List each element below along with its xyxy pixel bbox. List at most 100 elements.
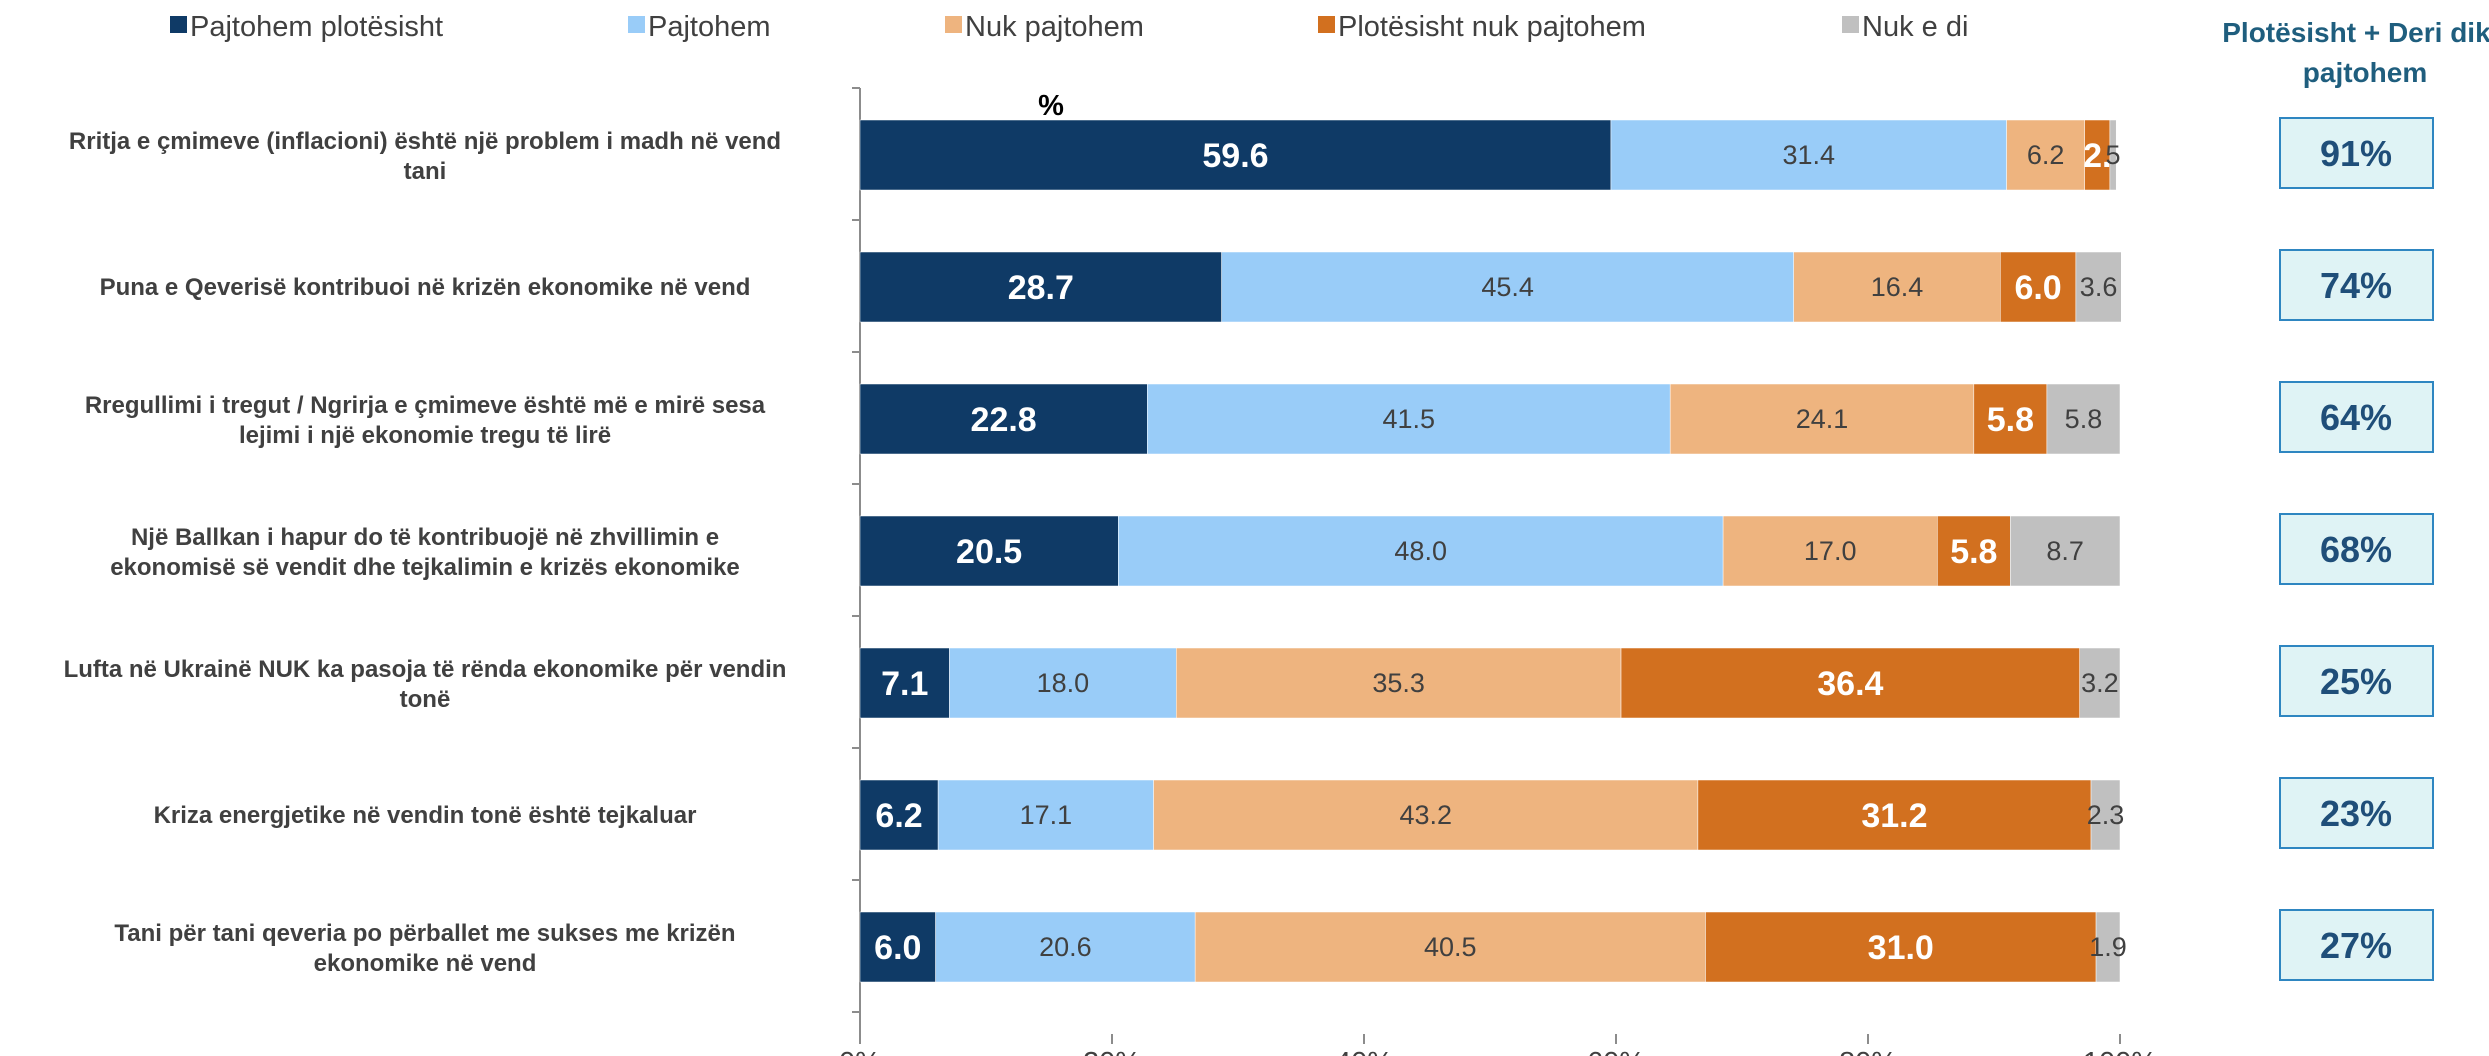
bar-segment xyxy=(1620,647,2080,719)
x-tick-label: 40% xyxy=(1335,1047,1393,1056)
bar-segment xyxy=(859,119,1612,191)
bar-segment xyxy=(2075,251,2122,323)
x-tick-label: 0% xyxy=(839,1047,881,1056)
legend-label: Nuk e di xyxy=(1862,11,1968,43)
bar-segment xyxy=(2006,119,2085,191)
data-label: 3.2 xyxy=(2081,668,2119,698)
legend-label: Pajtohem xyxy=(648,11,771,43)
bar-segment xyxy=(2090,779,2121,851)
summary-value: 91% xyxy=(2320,133,2392,174)
x-tick-label: 100% xyxy=(2083,1047,2157,1056)
data-label: 59.6 xyxy=(1202,137,1268,175)
legend-swatch xyxy=(945,16,962,33)
summary-title: Plotësisht + Deri diku xyxy=(2222,17,2489,48)
bar-segment xyxy=(1793,251,2001,323)
bar-segment xyxy=(1194,911,1706,983)
unit-label: % xyxy=(1038,90,1064,122)
data-label: 41.5 xyxy=(1382,404,1435,434)
data-label: 8.7 xyxy=(2046,536,2084,566)
x-tick-label: 60% xyxy=(1587,1047,1645,1056)
category-label: Një Ballkan i hapur do të kontribuojë në… xyxy=(110,524,740,581)
summary-value: 74% xyxy=(2320,265,2392,306)
summary-box xyxy=(2279,249,2434,321)
legend-label: Nuk pajtohem xyxy=(965,11,1144,43)
bar-segment xyxy=(859,779,939,851)
summary-value: 64% xyxy=(2320,397,2392,438)
data-label: 31.2 xyxy=(1861,797,1927,835)
bar-segment xyxy=(859,251,1222,323)
data-label: 6.0 xyxy=(874,929,921,967)
category-label: Rritja e çmimeve (inflacioni) është një … xyxy=(69,128,781,185)
legend-swatch xyxy=(170,16,187,33)
data-label: 22.8 xyxy=(971,401,1037,439)
category-label: Rregullimi i tregut / Ngrirja e çmimeve … xyxy=(85,392,766,449)
summary-box xyxy=(2279,117,2434,189)
data-label: 6.2 xyxy=(875,797,922,835)
summary-value: 25% xyxy=(2320,661,2392,702)
bar-segment xyxy=(1153,779,1699,851)
summary-value: 23% xyxy=(2320,793,2392,834)
data-label: 31.0 xyxy=(1868,929,1934,967)
data-label: 17.1 xyxy=(1020,800,1073,830)
bar-segment xyxy=(859,647,950,719)
data-label: 17.0 xyxy=(1804,536,1857,566)
data-label: 5 xyxy=(2106,140,2121,170)
summary-box xyxy=(2279,381,2434,453)
data-label: 24.1 xyxy=(1796,404,1849,434)
data-label: 45.4 xyxy=(1481,272,1534,302)
bar-segment xyxy=(1176,647,1622,719)
summary-title: pajtohem xyxy=(2303,57,2427,88)
data-label: 35.3 xyxy=(1372,668,1425,698)
data-label: 43.2 xyxy=(1399,800,1452,830)
data-label: 16.4 xyxy=(1871,272,1924,302)
data-label: 20.6 xyxy=(1039,932,1092,962)
legend-swatch xyxy=(1318,16,1335,33)
bar-segment xyxy=(859,515,1119,587)
bar-segment xyxy=(2109,119,2117,191)
category-label: Kriza energjetike në vendin tonë është t… xyxy=(154,802,697,829)
data-label: 40.5 xyxy=(1424,932,1477,962)
bar-segment xyxy=(859,911,936,983)
data-label: 7.1 xyxy=(881,665,928,703)
summary-box xyxy=(2279,513,2434,585)
summary-value: 27% xyxy=(2320,925,2392,966)
bar-segment xyxy=(1722,515,1938,587)
data-label: 5.8 xyxy=(1950,533,1997,571)
bar-segment xyxy=(2079,647,2121,719)
data-label: 48.0 xyxy=(1394,536,1447,566)
data-label: 6.2 xyxy=(2027,140,2065,170)
bar-segment xyxy=(1669,383,1975,455)
data-label: 18.0 xyxy=(1037,668,1090,698)
bar-segment xyxy=(2084,119,2111,191)
bar-segment xyxy=(1973,383,2048,455)
data-label: 3.6 xyxy=(2080,272,2118,302)
bar-segment xyxy=(1937,515,2011,587)
legend-label: Pajtohem plotësisht xyxy=(190,11,443,43)
data-label: 31.4 xyxy=(1782,140,1835,170)
bar-segment xyxy=(2095,911,2121,983)
summary-value: 68% xyxy=(2320,529,2392,570)
x-tick-label: 80% xyxy=(1839,1047,1897,1056)
data-label: 2. xyxy=(2083,137,2111,175)
legend-label: Plotësisht nuk pajtohem xyxy=(1338,11,1646,43)
data-label: 36.4 xyxy=(1817,665,1883,703)
bar-segment xyxy=(2046,383,2121,455)
x-tick-label: 20% xyxy=(1083,1047,1141,1056)
bar-segment xyxy=(2010,515,2121,587)
data-label: 28.7 xyxy=(1008,269,1074,307)
category-label: Puna e Qeverisë kontribuoi në krizën eko… xyxy=(100,274,751,301)
bar-segment xyxy=(859,383,1148,455)
bar-segment xyxy=(1118,515,1724,587)
summary-box xyxy=(2279,645,2434,717)
data-label: 2.3 xyxy=(2087,800,2125,830)
data-label: 20.5 xyxy=(956,533,1022,571)
bar-segment xyxy=(1697,779,2092,851)
summary-box xyxy=(2279,909,2434,981)
data-label: 5.8 xyxy=(1987,401,2034,439)
legend-swatch xyxy=(628,16,645,33)
bar-segment xyxy=(1705,911,2097,983)
bar-segment xyxy=(1147,383,1671,455)
category-label: Tani për tani qeveria po përballet me su… xyxy=(114,920,735,977)
bar-segment xyxy=(2000,251,2077,323)
